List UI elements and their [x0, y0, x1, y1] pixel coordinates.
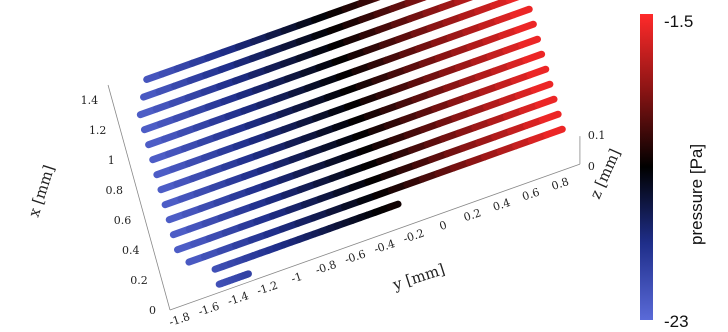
- y-tick-label: -0.8: [314, 258, 338, 277]
- y-tick-label: 0.8: [550, 175, 571, 193]
- data-band-segment: [356, 0, 379, 7]
- x-axis-label: x [mm]: [25, 163, 59, 219]
- y-tick-label: -1: [290, 270, 304, 286]
- colorbar-max-label: -1.5: [664, 12, 693, 31]
- y-tick-label: -0.2: [402, 227, 426, 246]
- x-tick-label: 0.8: [105, 184, 123, 197]
- axes-frame: [107, 84, 581, 311]
- y-tick-label: 0.2: [462, 206, 483, 224]
- y-tick-label: -0.6: [343, 247, 367, 266]
- colorbar: [640, 14, 653, 320]
- data-band-segment: [526, 65, 550, 79]
- colorbar-min-label: -23: [664, 312, 689, 331]
- data-band-segment: [522, 50, 546, 64]
- x-tick-label: 0.6: [114, 214, 132, 227]
- y-tick-label: -1.8: [167, 310, 191, 329]
- x-tick-label: 0.4: [122, 244, 140, 257]
- data-band-segment: [509, 5, 533, 19]
- data-band-segment: [518, 35, 541, 49]
- data-band-segment: [543, 125, 566, 139]
- y-tick-label: -1.4: [226, 289, 250, 308]
- data-band-segment: [538, 110, 562, 124]
- tick-labels: 0 0.2 0.4 0.6 0.8 1 1.2 1.4 -1.8 -1.6 -1.4 -1.2 -1 -0…: [81, 94, 606, 329]
- data-band-segment: [534, 95, 558, 109]
- data-band-segment: [514, 20, 537, 34]
- y-tick-label: -0.4: [372, 237, 396, 256]
- y-tick-label: 0.4: [491, 196, 512, 214]
- x-tick-label: 0: [149, 304, 156, 317]
- z-tick-label: 0: [588, 160, 595, 173]
- z-tick-label: 0.1: [588, 129, 606, 142]
- y-tick-label: 0.6: [521, 186, 542, 204]
- y-tick-label: -1.2: [255, 279, 279, 298]
- x-tick-label: 1.4: [81, 94, 99, 107]
- data-bands: [136, 0, 566, 288]
- data-band-segment: [404, 0, 426, 7]
- z-axis-label: z [mm]: [586, 146, 624, 202]
- y-tick-label: -1.6: [197, 300, 221, 319]
- data-band-segment: [386, 200, 402, 211]
- data-band-segment: [530, 80, 554, 94]
- x-tick-label: 0.2: [130, 274, 148, 287]
- colorbar-title: pressure [Pa]: [687, 144, 706, 245]
- x-tick-label: 1: [108, 154, 115, 167]
- data-band-segment: [454, 0, 474, 6]
- x-tick-label: 1.2: [89, 124, 107, 137]
- y-axis-label: y [mm]: [390, 260, 447, 294]
- x-axis-line: [107, 84, 171, 311]
- y-axis-line: [169, 163, 581, 311]
- y-tick-label: 0: [438, 218, 449, 233]
